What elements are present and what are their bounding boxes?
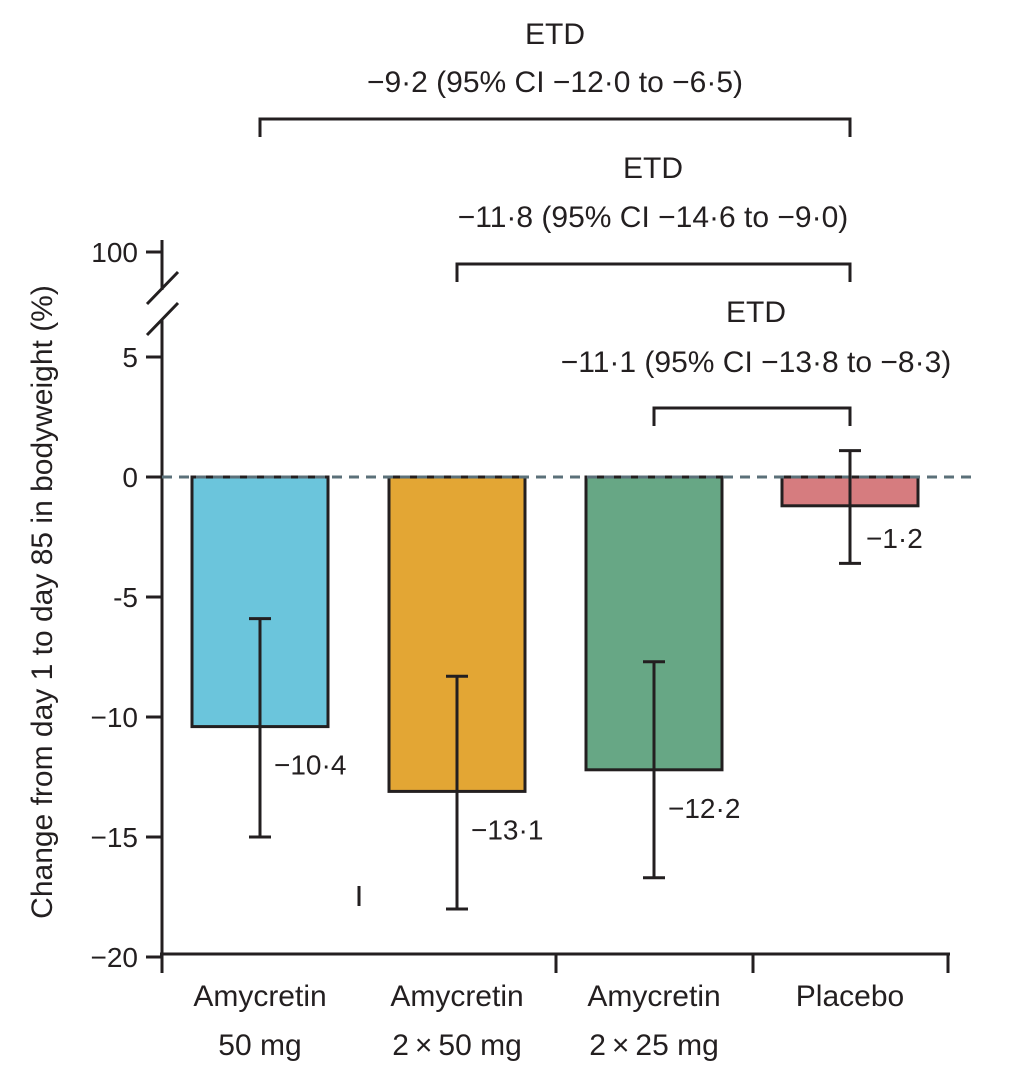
axis-break-mark-lower: [145, 301, 180, 337]
value-label-1: −13·1: [471, 814, 543, 845]
category-label-0-line1: Amycretin: [193, 980, 326, 1013]
etd-heading-2: ETD: [726, 296, 786, 329]
value-label-3: −1·2: [866, 523, 923, 554]
y-tick-label-1: 0: [122, 462, 138, 493]
value-label-2: −12·2: [668, 793, 740, 824]
y-tick-label-0: 5: [122, 342, 138, 373]
y-tick-label-2: -5: [113, 582, 138, 613]
etd-heading-0: ETD: [525, 18, 585, 51]
etd-bracket-0: [258, 117, 852, 137]
category-label-2-line2: 2 × 25 mg: [589, 1029, 719, 1062]
y-tick-label-3: −10: [91, 702, 139, 733]
etd-heading-1: ETD: [623, 152, 683, 185]
etd-text-1: −11·8 (95% CI −14·6 to −9·0): [458, 201, 849, 234]
category-label-2-line1: Amycretin: [587, 980, 720, 1013]
y-tick-label-100: 100: [91, 237, 138, 268]
y-tick-label-4: −15: [91, 822, 139, 853]
etd-bracket-1: [455, 262, 852, 282]
etd-text-2: −11·1 (95% CI −13·8 to −8·3): [561, 346, 952, 379]
etd-text-0: −9·2 (95% CI −12·0 to −6·5): [367, 66, 743, 99]
value-label-0: −10·4: [274, 750, 346, 781]
axis-break-mark-upper: [145, 270, 180, 306]
category-label-1-line1: Amycretin: [390, 980, 523, 1013]
category-label-0-line2: 50 mg: [218, 1029, 301, 1062]
y-axis-title: Change from day 1 to day 85 in bodyweigh…: [26, 285, 59, 919]
category-label-3-line1: Placebo: [796, 980, 904, 1013]
etd-bracket-2: [652, 406, 852, 426]
y-tick-label-5: −20: [91, 942, 139, 973]
category-label-1-line2: 2 × 50 mg: [392, 1029, 522, 1062]
